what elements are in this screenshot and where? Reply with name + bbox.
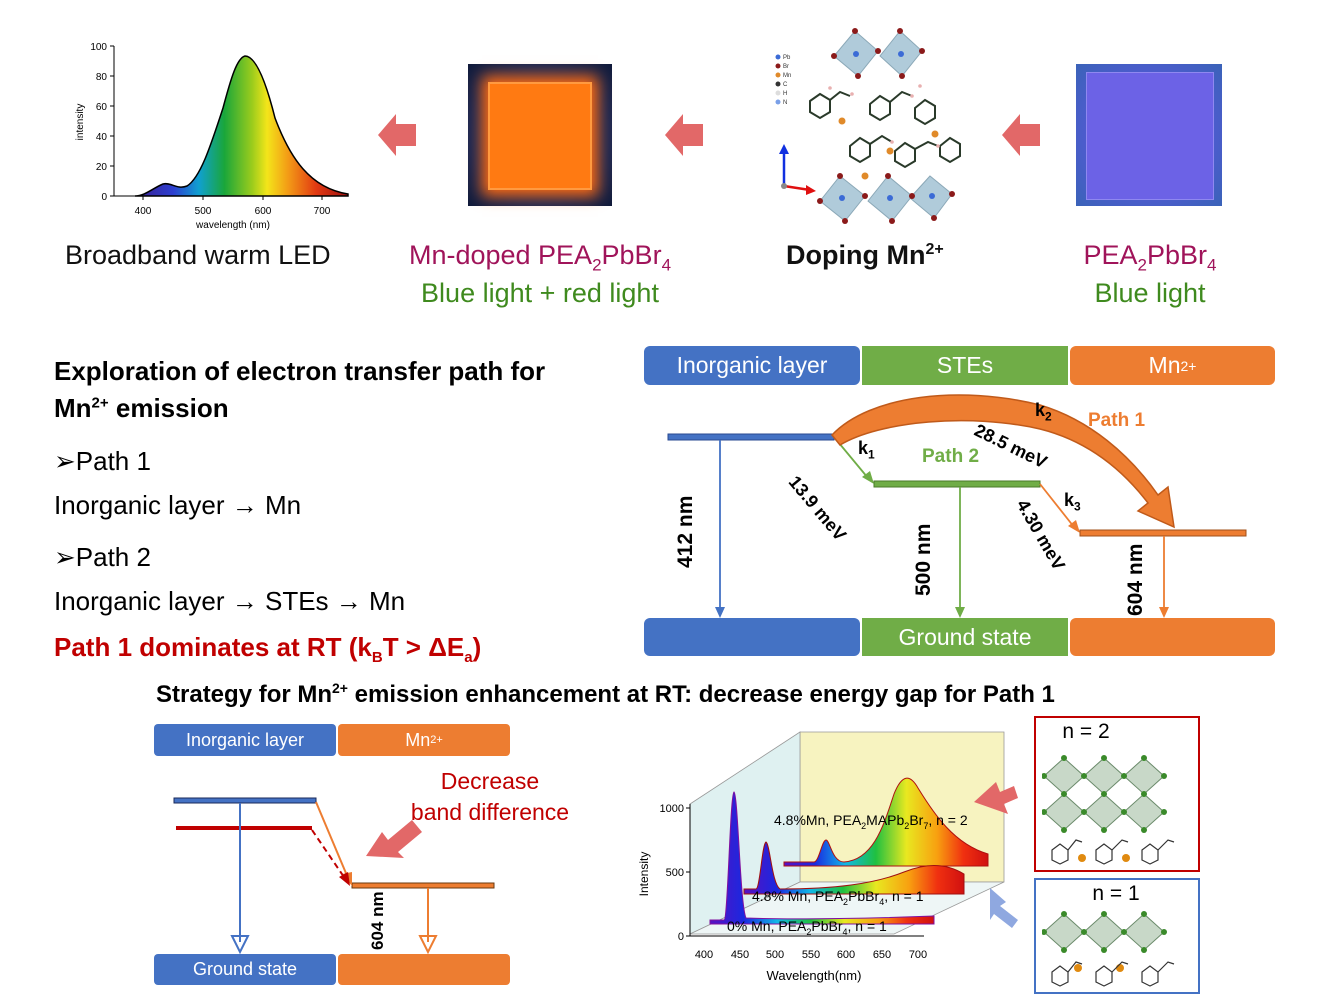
y-axis-label: Intensity bbox=[637, 852, 651, 897]
x-tick: 700 bbox=[314, 206, 331, 217]
path1-description: Inorganic layer → Mn bbox=[54, 490, 302, 520]
structure-n2-label: n = 2 bbox=[1062, 720, 1110, 743]
path2-diagram-label: Path 2 bbox=[922, 446, 980, 467]
decrease-label: Decrease band difference bbox=[410, 768, 570, 825]
structure-n2-image bbox=[1042, 755, 1175, 865]
legend-atom: N bbox=[783, 100, 787, 106]
ground-blue bbox=[644, 618, 860, 656]
mn-doped-film-photo bbox=[468, 64, 612, 206]
x-axis-label: wavelength (nm) bbox=[195, 220, 270, 231]
y-tick: 100 bbox=[90, 42, 107, 53]
strategy-header-mn: Mn 2+ bbox=[338, 724, 510, 756]
path2-description: Inorganic layer → STEs → Mn bbox=[54, 586, 406, 616]
x-tick: 400 bbox=[695, 949, 713, 961]
path2-label: ➢Path 2 bbox=[54, 542, 151, 572]
x-axis-label: Wavelength(nm) bbox=[767, 968, 862, 983]
y-tick: 500 bbox=[666, 867, 684, 879]
y-tick: 0 bbox=[101, 192, 107, 203]
spectrum-label-n2: 4.8%Mn, PEA2MAPb2Br7, n = 2 bbox=[774, 812, 968, 831]
x-tick: 500 bbox=[766, 949, 784, 961]
x-tick: 650 bbox=[873, 949, 891, 961]
structure-n2-box: n = 2 bbox=[1034, 716, 1200, 872]
strategy-ground-state: Ground state bbox=[154, 954, 336, 985]
energy-level-diagram bbox=[667, 394, 1247, 618]
wavelength-604: 604 nm bbox=[1124, 543, 1147, 616]
strategy-header-inorganic: Inorganic layer bbox=[154, 724, 336, 756]
legend-atom: Br bbox=[783, 64, 789, 70]
spectrum-label-0mn-n1: 0% Mn, PEA2PbBr4, n = 1 bbox=[727, 918, 887, 937]
conclusion: Path 1 dominates at RT (kBT > ΔEa) bbox=[54, 632, 482, 667]
legend-atom: C bbox=[783, 82, 788, 88]
k1-label: k1 bbox=[858, 438, 875, 462]
left-arrow-icon bbox=[378, 114, 416, 156]
strategy-title: Strategy for Mn2+ emission enhancement a… bbox=[156, 680, 1055, 708]
header-stes: STEs bbox=[862, 346, 1068, 385]
wavelength-412: 412 nm bbox=[674, 495, 697, 568]
legend-atom: Pb bbox=[783, 55, 791, 61]
legend-atom: H bbox=[783, 91, 787, 97]
y-tick: 1000 bbox=[660, 803, 684, 815]
wavelength-500: 500 nm bbox=[912, 523, 935, 596]
x-tick: 600 bbox=[837, 949, 855, 961]
caption-doping: Doping Mn2+ bbox=[786, 240, 944, 270]
x-tick: 500 bbox=[195, 206, 212, 217]
structure-n1-box: n = 1 bbox=[1034, 878, 1200, 994]
pea-pbbr-film-photo bbox=[1076, 64, 1222, 206]
spectrum-curve bbox=[134, 55, 349, 197]
y-tick: 20 bbox=[96, 162, 108, 173]
k3-label: k3 bbox=[1064, 490, 1081, 514]
exploration-title-line2: Mn2+ emission bbox=[54, 393, 229, 423]
crystal-structure-image: Pb Br Mn C H N bbox=[775, 28, 961, 224]
header-mn: Mn 2+ bbox=[1070, 346, 1275, 385]
caption-mn-doped: Mn-doped PEA2PbBr4 bbox=[408, 240, 672, 275]
strategy-ground-orange bbox=[338, 954, 510, 985]
path1-diagram-label: Path 1 bbox=[1088, 410, 1146, 431]
exploration-title: Exploration of electron transfer path fo… bbox=[54, 356, 546, 386]
structure-n1-label: n = 1 bbox=[1092, 882, 1140, 905]
y-tick: 0 bbox=[678, 931, 684, 943]
caption-blue: Blue light bbox=[1094, 278, 1206, 308]
header-inorganic-layer: Inorganic layer bbox=[644, 346, 860, 385]
strategy-diagram bbox=[173, 797, 495, 955]
left-arrow-icon bbox=[1002, 114, 1040, 156]
y-axis-label: intensity bbox=[75, 104, 86, 141]
ground-orange bbox=[1070, 618, 1275, 656]
spectra-3d-chart: 0 500 1000 400 450 500 550 600 650 700 W… bbox=[637, 731, 1018, 983]
legend-atom: Mn bbox=[783, 73, 791, 79]
ground-state-label: Ground state bbox=[862, 618, 1068, 656]
caption-pea: PEA2PbBr4 bbox=[1083, 240, 1217, 275]
x-tick: 700 bbox=[909, 949, 927, 961]
caption-mn-light: Blue light + red light bbox=[421, 278, 659, 308]
x-tick: 550 bbox=[802, 949, 820, 961]
y-tick: 40 bbox=[96, 132, 108, 143]
left-arrow-icon bbox=[665, 114, 703, 156]
structure-n1-image bbox=[1042, 911, 1175, 987]
spectrum-label-mn-n1: 4.8% Mn, PEA2PbBr4, n = 1 bbox=[752, 888, 924, 907]
strategy-wavelength-604: 604 nm bbox=[368, 891, 387, 950]
caption-led: Broadband warm LED bbox=[65, 240, 331, 270]
y-tick: 60 bbox=[96, 102, 108, 113]
path1-label: ➢Path 1 bbox=[54, 446, 151, 476]
x-tick: 400 bbox=[135, 206, 152, 217]
x-tick: 600 bbox=[255, 206, 272, 217]
x-tick: 450 bbox=[731, 949, 749, 961]
k2-label: k2 bbox=[1035, 400, 1052, 424]
broadband-spectrum-chart: 0 20 40 60 80 100 400 500 600 700 wavele… bbox=[75, 42, 349, 231]
y-tick: 80 bbox=[96, 72, 108, 83]
